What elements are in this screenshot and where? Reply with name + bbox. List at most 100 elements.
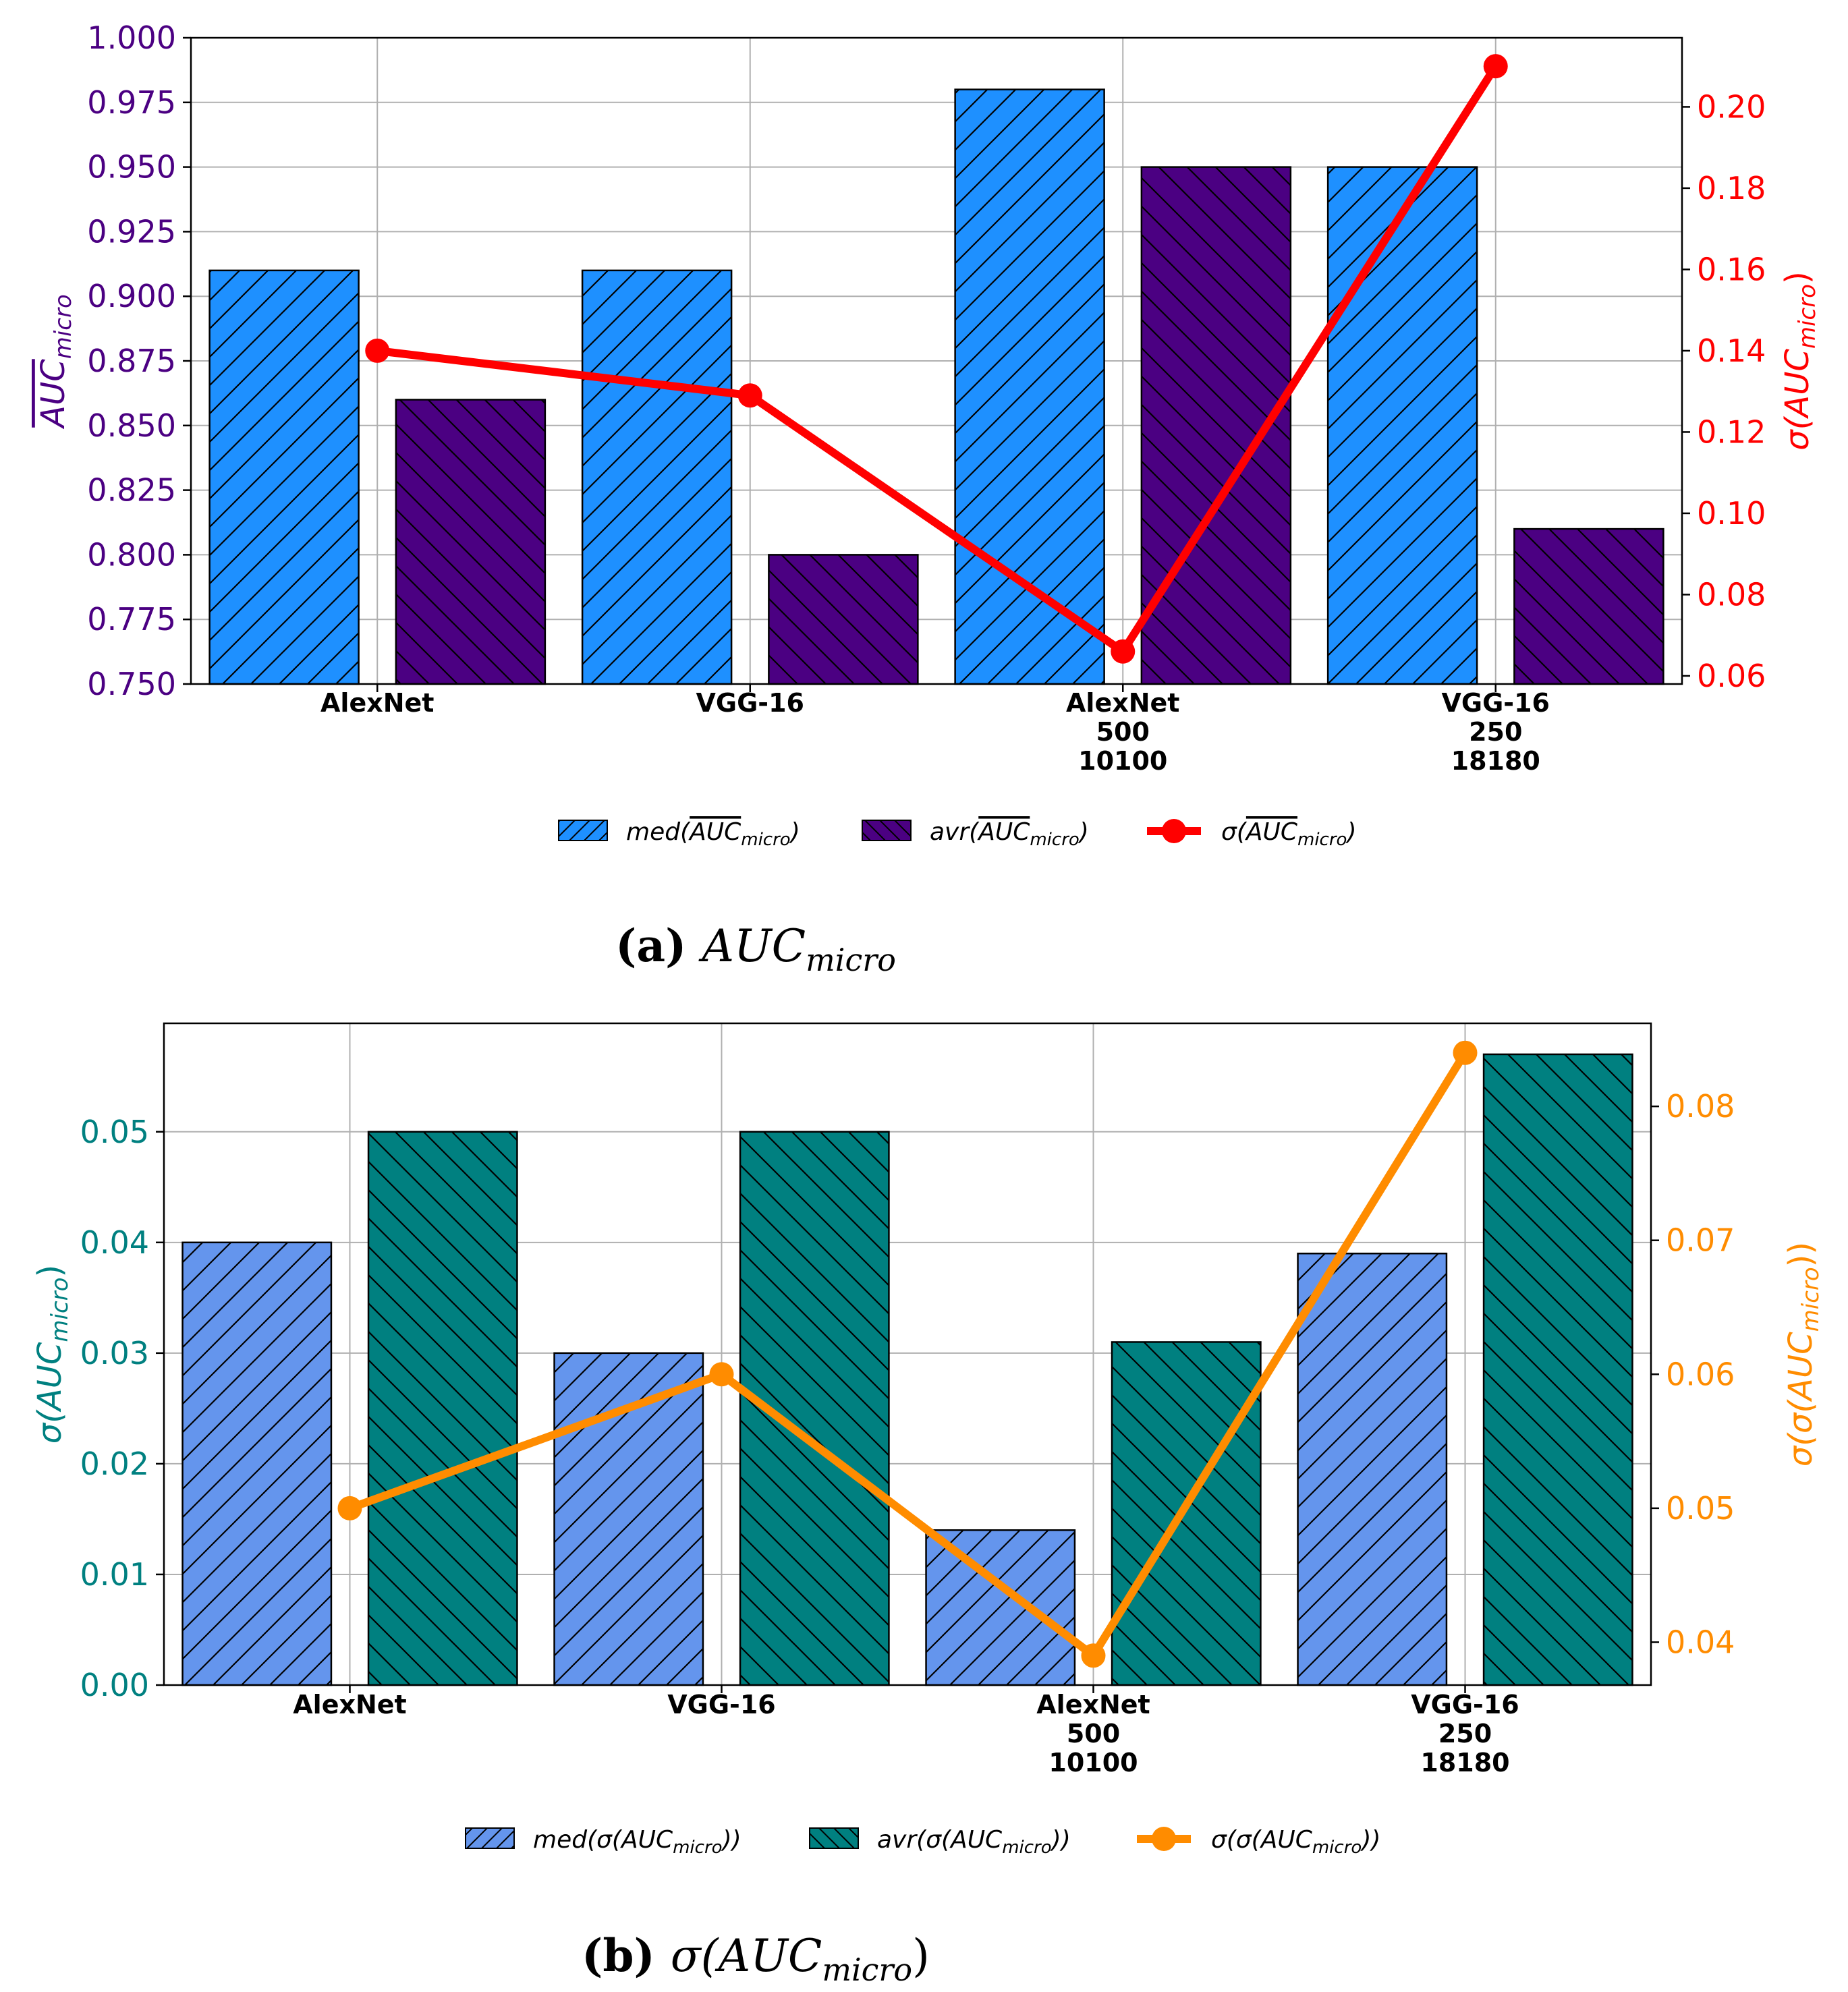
legend-swatch-hatch: [810, 1828, 858, 1848]
right-tick-label: 0.06: [1697, 658, 1766, 694]
left-axis-title: AUCmicro: [34, 294, 77, 430]
caption-text: AUC: [698, 920, 806, 972]
right-tick-label: 0.04: [1666, 1624, 1735, 1660]
left-tick-label: 0.04: [80, 1224, 149, 1261]
right-axis-title-main: σ(σ(AUC: [1782, 1332, 1820, 1467]
bar-hatch: [768, 554, 918, 684]
right-tick-label: 0.10: [1697, 495, 1766, 532]
line-point: [1483, 54, 1508, 79]
line-point: [365, 338, 390, 363]
bar-hatch: [1328, 167, 1478, 685]
left-tick-label: 0.875: [87, 343, 176, 379]
left-axis-title-main: σ(AUC: [31, 1342, 69, 1444]
legend: med(σ(AUCmicro)) avr(σ(AUCmicro)) σ(σ(AUCm…: [465, 1826, 1380, 1858]
category-label: AlexNet: [293, 1690, 406, 1719]
left-tick-label: 1.000: [87, 20, 176, 56]
category-label: 18180: [1451, 746, 1540, 776]
right-axis-title-sub: micro: [1794, 284, 1821, 349]
legend-label-sub: micro: [1002, 1838, 1051, 1858]
line-point: [337, 1496, 362, 1520]
line-series: [373, 62, 1500, 656]
left-axis-title-sub: micro: [47, 1278, 74, 1342]
category-label: 10100: [1078, 746, 1167, 776]
left-tick-label: 0.850: [87, 407, 176, 444]
legend: med(AUCmicro) avr(AUCmicro) σ(AUCmicro): [558, 818, 1357, 850]
left-tick-label: 0.03: [80, 1335, 149, 1371]
legend-swatch-hatch: [466, 1828, 514, 1848]
caption-sub: micro: [806, 942, 896, 978]
right-tick-label: 0.16: [1697, 251, 1766, 287]
bar-hatch: [955, 89, 1104, 684]
bar-hatch: [1112, 1342, 1261, 1685]
legend-label-post: )): [721, 1826, 741, 1854]
legend-label-post: ): [789, 818, 800, 846]
left-tick-label: 0.02: [80, 1446, 149, 1482]
category-label: 500: [1096, 717, 1150, 747]
legend-label-sub: micro: [1312, 1838, 1362, 1858]
bar-hatch: [582, 270, 732, 684]
category-label: 10100: [1048, 1748, 1138, 1777]
legend-label-sub: micro: [741, 830, 790, 850]
legend-label-pre: avr(σ(: [877, 1826, 952, 1854]
legend-swatch-marker: [1162, 819, 1186, 843]
category-label: VGG-16: [667, 1690, 775, 1719]
right-axis-title-close: ): [1779, 271, 1816, 284]
right-tick-label: 0.18: [1697, 170, 1766, 206]
legend-label-post: ): [1077, 818, 1089, 846]
legend-label-post: )): [1360, 1826, 1380, 1854]
legend-label-pre: avr(: [930, 818, 980, 846]
category-label: VGG-16: [1411, 1690, 1519, 1719]
legend-label-post: )): [1050, 1826, 1071, 1854]
bar-hatch: [926, 1530, 1075, 1685]
legend-label-2: avr(σ(AUCmicro)): [877, 1826, 1071, 1858]
bar-hatch: [554, 1353, 703, 1685]
caption-letter: (b): [582, 1929, 671, 1982]
line-point: [1453, 1040, 1478, 1065]
legend-label-sub: micro: [1297, 830, 1347, 850]
legend-label-1: med(AUCmicro): [626, 818, 800, 850]
caption-text: σ(AUC: [671, 1930, 822, 1982]
caption-letter: (a): [615, 919, 702, 972]
left-axis-title-close: ): [31, 1265, 69, 1278]
left-tick-label: 0.750: [87, 666, 176, 702]
right-axis-title: σ(AUCmicro): [1779, 271, 1821, 450]
chart-panel-a: 0.750 0.775 0.800 0.825 0.850 0.875 0.900 0.925…: [34, 20, 1821, 978]
right-axis-title-sub: micro: [1797, 1267, 1824, 1332]
bar-hatch: [368, 1131, 517, 1685]
line-series: [345, 1048, 1469, 1660]
right-axis-title-main: σ(AUC: [1779, 349, 1816, 451]
left-tick-label: 0.975: [87, 84, 176, 121]
category-label: AlexNet: [320, 688, 434, 718]
right-tick-label: 0.05: [1666, 1490, 1735, 1527]
left-tick-label: 0.05: [80, 1114, 149, 1150]
category-label: 250: [1469, 717, 1522, 747]
left-tick-label: 0.925: [87, 213, 176, 250]
legend-label-post: ): [1345, 818, 1356, 846]
right-tick-label: 0.20: [1697, 88, 1766, 125]
legend-label-main: AUC: [1245, 818, 1298, 846]
left-tick-label: 0.800: [87, 536, 176, 573]
right-tick-label: 0.12: [1697, 414, 1766, 450]
right-tick-label: 0.06: [1666, 1356, 1735, 1392]
plot-frame: [163, 1022, 1652, 1686]
legend-label-main: AUC: [620, 1826, 673, 1854]
legend-label-main: AUC: [1260, 1826, 1313, 1854]
category-label: VGG-16: [1442, 688, 1550, 718]
legend-label-main: AUC: [977, 818, 1030, 846]
legend-label-1: med(σ(AUCmicro)): [533, 1826, 741, 1858]
legend-swatch-hatch: [559, 820, 607, 841]
left-tick-label: 0.775: [87, 601, 176, 637]
legend-label-pre: med(σ(: [533, 1826, 623, 1854]
legend-label-3: σ(σ(AUCmicro)): [1211, 1826, 1380, 1858]
right-tick-label: 0.08: [1697, 576, 1766, 613]
left-tick-label: 0.950: [87, 149, 176, 186]
left-axis-title-sub: micro: [50, 294, 77, 359]
line-point: [737, 383, 762, 408]
legend-label-main: AUC: [688, 818, 741, 846]
caption-close: ): [912, 1930, 930, 1982]
panel-caption: (a) AUCmicro: [615, 919, 896, 978]
panel-caption: (b) σ(AUCmicro): [582, 1929, 930, 1988]
legend-label-pre: σ(: [1221, 818, 1248, 846]
category-label: AlexNet: [1036, 1690, 1150, 1719]
